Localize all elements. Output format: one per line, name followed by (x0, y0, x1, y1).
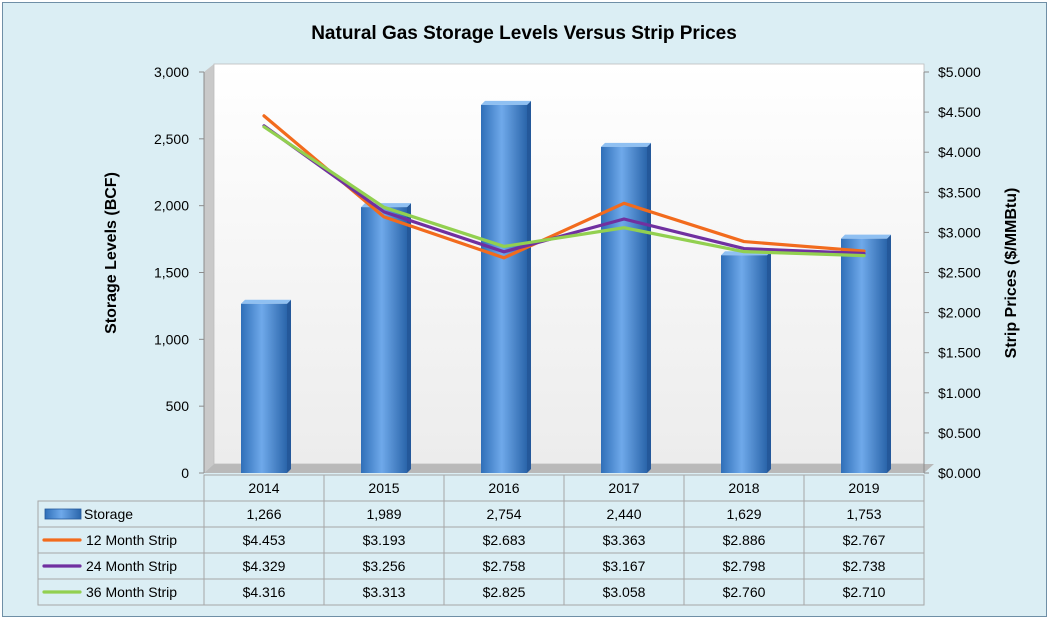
strip-line-12-month (262, 114, 866, 260)
y2-tick-label: $4.500 (938, 104, 981, 120)
plot-side-wall (204, 64, 214, 473)
table-cell: 1,989 (366, 506, 401, 522)
storage-bar-2018 (721, 251, 771, 473)
table-cell: $2.760 (723, 584, 766, 600)
table-cell: 1,753 (846, 506, 881, 522)
table-cell: $3.167 (603, 558, 646, 574)
storage-bar-top (481, 100, 531, 105)
storage-bar-face (481, 104, 527, 473)
table-row: 12 Month Strip $4.453 $3.193 $2.683 $3.363 $2… (42, 532, 886, 548)
table-cell: $3.256 (363, 558, 406, 574)
y-tick-label: 1,500 (154, 265, 189, 281)
y-tick-label: 2,000 (154, 198, 189, 214)
storage-bar-side (407, 203, 411, 473)
storage-bar-2016 (481, 100, 531, 473)
y-tick-label: 500 (166, 398, 190, 414)
storage-bars (241, 100, 891, 473)
storage-bar-face (841, 238, 887, 473)
table-cell: $4.329 (243, 558, 286, 574)
storage-bar-top (601, 142, 651, 147)
y-tick-label: 1,000 (154, 331, 189, 347)
y2-tick-label: $5.000 (938, 64, 981, 80)
storage-bar-face (721, 255, 767, 473)
category-label: 2018 (728, 480, 759, 496)
table-cell: 1,629 (726, 506, 761, 522)
storage-bar-face (361, 207, 407, 473)
legend-key-storage (44, 508, 82, 520)
y-tick-label: 2,500 (154, 131, 189, 147)
table-cell: $3.363 (603, 532, 646, 548)
plot-area (203, 63, 934, 473)
y2-tick-label: $3.500 (938, 184, 981, 200)
storage-bar-side (767, 251, 771, 473)
y-axis-right: $0.000 $0.500 $1.000 $1.500 $2.000 $2.500 $3.0… (924, 64, 981, 481)
storage-bar-2015 (361, 203, 411, 473)
y2-tick-label: $0.500 (938, 425, 981, 441)
y2-tick-label: $0.000 (938, 465, 981, 481)
category-label: 2015 (368, 480, 399, 496)
legend-label: 36 Month Strip (86, 584, 177, 600)
storage-bar-2019 (841, 234, 891, 473)
category-label: 2016 (488, 480, 519, 496)
table-cell: $2.758 (483, 558, 526, 574)
table-cell: $2.738 (843, 558, 886, 574)
storage-bar-2014 (241, 299, 291, 473)
y2-tick-label: $1.500 (938, 345, 981, 361)
storage-bar-top (241, 299, 291, 304)
table-cell: $2.683 (483, 532, 526, 548)
y-axis-left: 0 500 1,000 1,500 2,000 2,500 3,000 (154, 64, 204, 481)
storage-bar-side (647, 142, 651, 473)
strip-line-36-month (262, 125, 866, 258)
table-row: Storage 1,266 1,989 2,754 2,440 1,629 1,753 (44, 506, 882, 522)
table-cell: $2.825 (483, 584, 526, 600)
category-label: 2017 (608, 480, 639, 496)
storage-bar-side (287, 299, 291, 473)
y2-tick-label: $1.000 (938, 385, 981, 401)
table-cell: $2.710 (843, 584, 886, 600)
strip-line-24-month (262, 124, 866, 256)
category-label: 2014 (248, 480, 279, 496)
table-cell: $4.453 (243, 532, 286, 548)
table-row: 36 Month Strip $4.316 $3.313 $2.825 $3.058 $2… (42, 584, 886, 600)
storage-bar-face (601, 146, 647, 473)
y-tick-label: 0 (181, 465, 189, 481)
table-cell: $3.193 (363, 532, 406, 548)
y2-axis-label: Strip Prices ($/MMBtu) (1003, 188, 1020, 359)
y-tick-label: 3,000 (154, 64, 189, 80)
storage-bar-face (241, 303, 287, 473)
table-cell: $2.798 (723, 558, 766, 574)
table-cell: 2,754 (486, 506, 521, 522)
table-cell: 1,266 (246, 506, 281, 522)
chart-title: Natural Gas Storage Levels Versus Strip … (311, 23, 737, 44)
legend-label: Storage (84, 506, 133, 522)
strip-lines (262, 114, 866, 260)
legend-label: 12 Month Strip (86, 532, 177, 548)
plot-back-wall (213, 63, 925, 465)
y2-tick-label: $4.000 (938, 144, 981, 160)
y2-tick-label: $2.500 (938, 265, 981, 281)
y-axis-label: Storage Levels (BCF) (103, 172, 120, 334)
storage-bar-side (887, 234, 891, 473)
table-cell: $2.767 (843, 532, 886, 548)
storage-bar-top (841, 234, 891, 239)
y2-tick-label: $2.000 (938, 305, 981, 321)
legend-label: 24 Month Strip (86, 558, 177, 574)
table-cell: 2,440 (606, 506, 641, 522)
table-cell: $3.313 (363, 584, 406, 600)
y2-tick-label: $3.000 (938, 224, 981, 240)
storage-bar-2017 (601, 142, 651, 473)
plot-floor (204, 464, 934, 473)
table-row: 24 Month Strip $4.329 $3.256 $2.758 $3.167 $2… (42, 558, 886, 574)
table-cell: $4.316 (243, 584, 286, 600)
data-table: 2014 2015 2016 2017 2018 2019 Storage 1,266 1,98… (37, 474, 925, 606)
table-cell: $3.058 (603, 584, 646, 600)
storage-bar-side (527, 100, 531, 473)
category-label: 2019 (848, 480, 879, 496)
table-cell: $2.886 (723, 532, 766, 548)
